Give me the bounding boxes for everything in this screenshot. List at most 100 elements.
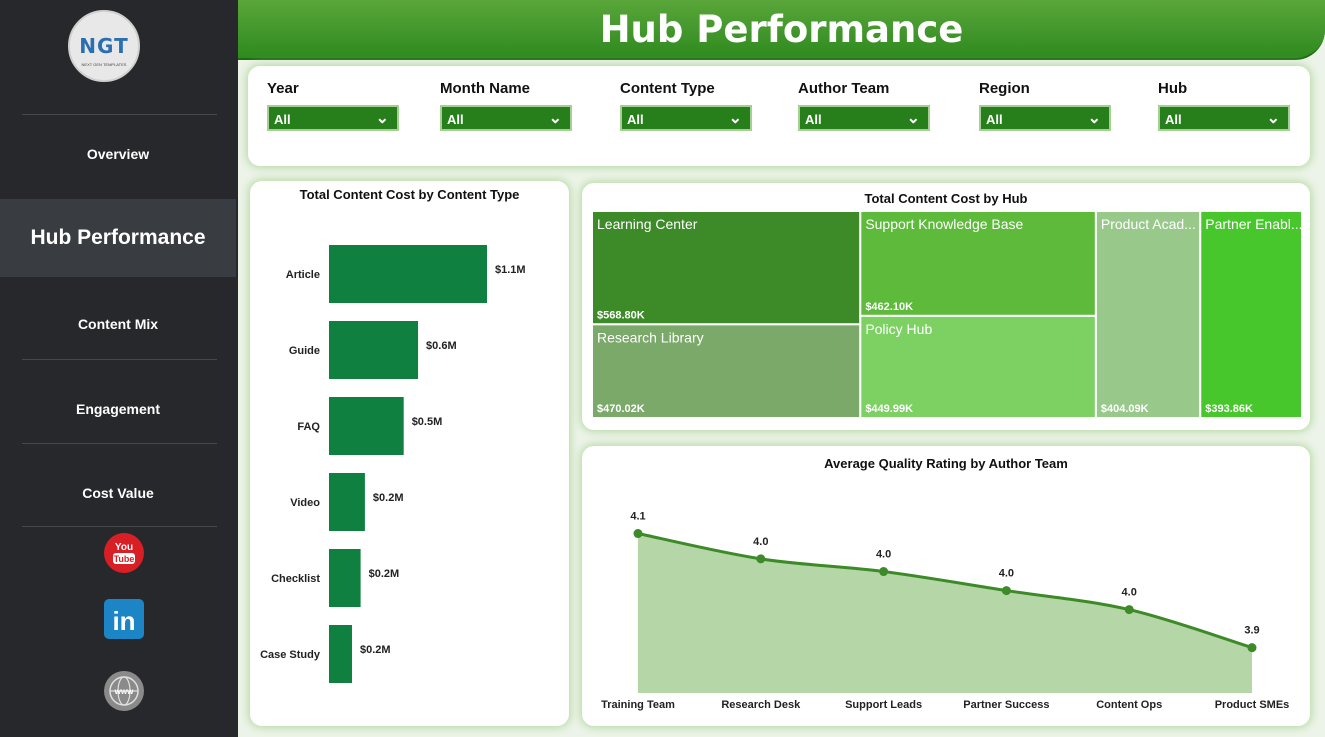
bar-faq [329, 397, 404, 455]
bar-value-case-study: $0.2M [360, 644, 391, 656]
filter-region: Region All ⌄ [979, 80, 1111, 131]
chevron-down-icon: ⌄ [375, 110, 389, 127]
hub-cost-treemap: Learning Center $568.80K Research Library $… [591, 210, 1303, 419]
filter-hub: Hub All ⌄ [1158, 80, 1290, 131]
nav-item-cost-value[interactable]: Cost Value [82, 485, 154, 501]
filter-content-type: Content Type All ⌄ [620, 80, 752, 131]
bar-article [329, 245, 487, 303]
point-partner-success [1001, 586, 1011, 596]
area-line [637, 532, 1253, 650]
nav-item-engagement[interactable]: Engagement [75, 401, 160, 417]
ngt-logo: NGT NEXT GEN TEMPLATES [68, 10, 140, 82]
treemap-label-learning-center: Learning Center [597, 216, 698, 232]
quality-rating-chart: 4.1 Training Team 4.0 Research Desk 4.0 Suppo… [601, 511, 1290, 711]
hub-cost-title: Total Content Cost by Hub [864, 191, 1028, 206]
nav-divider [22, 114, 217, 115]
treemap-tile-support-knowledge-base [859, 210, 1097, 317]
filter-month-name: Month Name All ⌄ [440, 80, 572, 131]
filter-year-select[interactable]: All ⌄ [267, 105, 399, 131]
page-header: Hub Performance [238, 0, 1325, 60]
point-label-support-leads: 4.0 [876, 549, 891, 561]
filters-panel: Year All ⌄ Month Name All ⌄ Content Type A… [248, 66, 1310, 166]
area-fill [638, 533, 1252, 693]
logo-text: NGT [79, 34, 129, 58]
svg-text:www: www [114, 687, 134, 696]
point-research-desk [756, 554, 766, 564]
filter-author-team-select[interactable]: All ⌄ [798, 105, 930, 131]
filter-year-label: Year [267, 80, 299, 97]
bar-category-guide: Guide [289, 345, 320, 357]
treemap-label-product-academy: Product Acad... [1101, 216, 1196, 232]
treemap-label-policy-hub: Policy Hub [865, 321, 932, 337]
filter-author-team-value: All [805, 112, 822, 127]
filter-author-team: Author Team All ⌄ [798, 80, 930, 131]
x-tick-research-desk: Research Desk [721, 699, 801, 711]
treemap-tile-partner-enablement [1199, 210, 1303, 419]
bar-guide [329, 321, 419, 379]
filter-region-value: All [986, 112, 1003, 127]
nav-item-hub-performance[interactable]: Hub Performance [0, 199, 236, 277]
nav-divider [22, 526, 217, 527]
chevron-down-icon: ⌄ [1266, 110, 1280, 127]
linkedin-icon[interactable]: in [103, 598, 145, 640]
bar-value-checklist: $0.2M [369, 568, 400, 580]
filter-content-type-value: All [627, 112, 644, 127]
treemap-tile-policy-hub [859, 314, 1097, 419]
bar-category-case-study: Case Study [260, 649, 321, 661]
filter-content-type-label: Content Type [620, 80, 715, 97]
nav-item-overview[interactable]: Overview [86, 146, 150, 162]
filter-content-type-select[interactable]: All ⌄ [620, 105, 752, 131]
bar-category-faq: FAQ [297, 421, 320, 433]
filter-hub-value: All [1165, 112, 1182, 127]
x-tick-content-ops: Content Ops [1096, 699, 1162, 711]
logo-subtitle: NEXT GEN TEMPLATES [81, 62, 127, 67]
svg-text:You: You [115, 542, 133, 553]
x-tick-support-leads: Support Leads [845, 699, 922, 711]
filter-month-name-label: Month Name [440, 80, 530, 97]
bar-checklist [329, 549, 361, 607]
bar-category-video: Video [290, 497, 320, 509]
filter-hub-label: Hub [1158, 80, 1188, 97]
treemap-label-support-knowledge-base: Support Knowledge Base [865, 216, 1023, 232]
page-title: Hub Performance [599, 8, 964, 51]
bar-case-study [329, 625, 352, 683]
filter-year: Year All ⌄ [267, 80, 399, 131]
hub-cost-card: Total Content Cost by Hub Learning Cente… [582, 183, 1310, 430]
globe-icon[interactable]: www [103, 670, 145, 712]
treemap-value-product-academy: $404.09K [1101, 403, 1149, 415]
content-type-cost-chart: Article $1.1M Guide $0.6M FAQ $0.5M Video $0.2M… [260, 245, 526, 683]
treemap-label-research-library: Research Library [597, 329, 704, 345]
chevron-down-icon: ⌄ [1087, 110, 1101, 127]
treemap-value-support-knowledge-base: $462.10K [865, 301, 913, 313]
chevron-down-icon: ⌄ [548, 110, 562, 127]
point-training-team [633, 529, 643, 539]
point-content-ops [1124, 605, 1134, 615]
point-label-content-ops: 4.0 [1122, 587, 1137, 599]
nav-divider [22, 443, 217, 444]
bar-value-video: $0.2M [373, 492, 404, 504]
bar-category-article: Article [286, 269, 320, 281]
filter-author-team-label: Author Team [798, 80, 890, 97]
content-type-cost-title: Total Content Cost by Content Type [299, 187, 520, 202]
point-label-partner-success: 4.0 [999, 568, 1014, 580]
x-tick-training-team: Training Team [601, 699, 675, 711]
point-label-training-team: 4.1 [630, 511, 645, 523]
youtube-icon[interactable]: You Tube [103, 532, 145, 574]
treemap-value-learning-center: $568.80K [597, 309, 645, 321]
filter-region-select[interactable]: All ⌄ [979, 105, 1111, 131]
bar-category-checklist: Checklist [271, 573, 320, 585]
filter-region-label: Region [979, 80, 1030, 97]
quality-rating-title: Average Quality Rating by Author Team [824, 456, 1068, 471]
treemap-value-policy-hub: $449.99K [865, 403, 913, 415]
nav-item-content-mix[interactable]: Content Mix [77, 316, 159, 332]
filter-hub-select[interactable]: All ⌄ [1158, 105, 1290, 131]
chevron-down-icon: ⌄ [906, 110, 920, 127]
point-label-research-desk: 4.0 [753, 536, 768, 548]
x-tick-product-smes: Product SMEs [1215, 699, 1290, 711]
bar-video [329, 473, 365, 531]
svg-text:in: in [112, 606, 135, 636]
filter-year-value: All [274, 112, 291, 127]
x-tick-partner-success: Partner Success [963, 699, 1049, 711]
bar-value-guide: $0.6M [426, 340, 457, 352]
filter-month-name-select[interactable]: All ⌄ [440, 105, 572, 131]
